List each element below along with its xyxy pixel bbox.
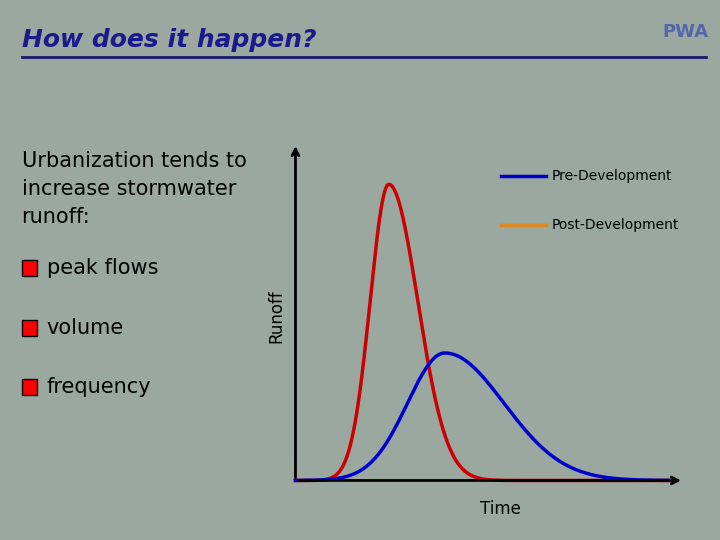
Text: Runoff: Runoff	[268, 289, 286, 343]
Text: Time: Time	[480, 500, 521, 518]
Text: volume: volume	[47, 318, 124, 338]
Text: Pre-Development: Pre-Development	[552, 169, 672, 183]
Text: How does it happen?: How does it happen?	[22, 29, 316, 52]
Text: Post-Development: Post-Development	[552, 219, 679, 233]
Text: frequency: frequency	[47, 377, 151, 397]
Text: peak flows: peak flows	[47, 258, 158, 279]
Text: Urbanization tends to
increase stormwater
runoff:: Urbanization tends to increase stormwate…	[22, 151, 246, 227]
Text: PWA: PWA	[662, 23, 708, 42]
